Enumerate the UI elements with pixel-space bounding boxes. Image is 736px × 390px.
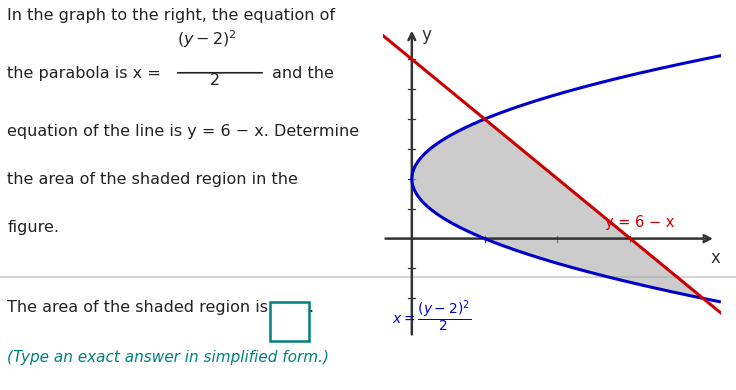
Text: and the: and the [272,66,334,81]
Text: y: y [421,27,431,44]
Text: In the graph to the right, the equation of: In the graph to the right, the equation … [7,8,336,23]
Text: the area of the shaded region in the: the area of the shaded region in the [7,172,298,187]
Text: x: x [711,249,721,267]
Text: (Type an exact answer in simplified form.): (Type an exact answer in simplified form… [7,350,330,365]
Text: equation of the line is y = 6 − x. Determine: equation of the line is y = 6 − x. Deter… [7,124,359,140]
Text: 2: 2 [210,73,220,88]
FancyBboxPatch shape [271,301,309,340]
Text: .: . [308,300,314,316]
Text: The area of the shaded region is: The area of the shaded region is [7,300,269,316]
Text: y = 6 − x: y = 6 − x [605,215,674,230]
Text: $(y - 2)^2$: $(y - 2)^2$ [177,28,236,50]
Text: figure.: figure. [7,220,60,235]
Text: the parabola is x =: the parabola is x = [7,66,161,81]
Text: $x = \dfrac{(y - 2)^2}{2}$: $x = \dfrac{(y - 2)^2}{2}$ [392,298,471,334]
